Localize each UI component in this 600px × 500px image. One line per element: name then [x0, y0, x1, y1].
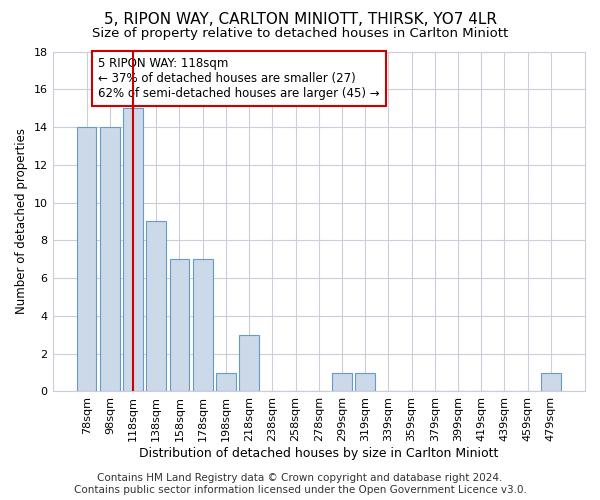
Bar: [239, 335, 259, 392]
Text: Contains HM Land Registry data © Crown copyright and database right 2024.
Contai: Contains HM Land Registry data © Crown c…: [74, 474, 526, 495]
Bar: [77, 127, 97, 392]
Bar: [170, 260, 190, 392]
Text: 5, RIPON WAY, CARLTON MINIOTT, THIRSK, YO7 4LR: 5, RIPON WAY, CARLTON MINIOTT, THIRSK, Y…: [104, 12, 497, 28]
Y-axis label: Number of detached properties: Number of detached properties: [15, 128, 28, 314]
Text: Size of property relative to detached houses in Carlton Miniott: Size of property relative to detached ho…: [92, 28, 508, 40]
X-axis label: Distribution of detached houses by size in Carlton Miniott: Distribution of detached houses by size …: [139, 447, 499, 460]
Bar: [146, 222, 166, 392]
Text: 5 RIPON WAY: 118sqm
← 37% of detached houses are smaller (27)
62% of semi-detach: 5 RIPON WAY: 118sqm ← 37% of detached ho…: [98, 57, 380, 100]
Bar: [355, 372, 375, 392]
Bar: [100, 127, 119, 392]
Bar: [541, 372, 561, 392]
Bar: [193, 260, 212, 392]
Bar: [332, 372, 352, 392]
Bar: [123, 108, 143, 392]
Bar: [216, 372, 236, 392]
